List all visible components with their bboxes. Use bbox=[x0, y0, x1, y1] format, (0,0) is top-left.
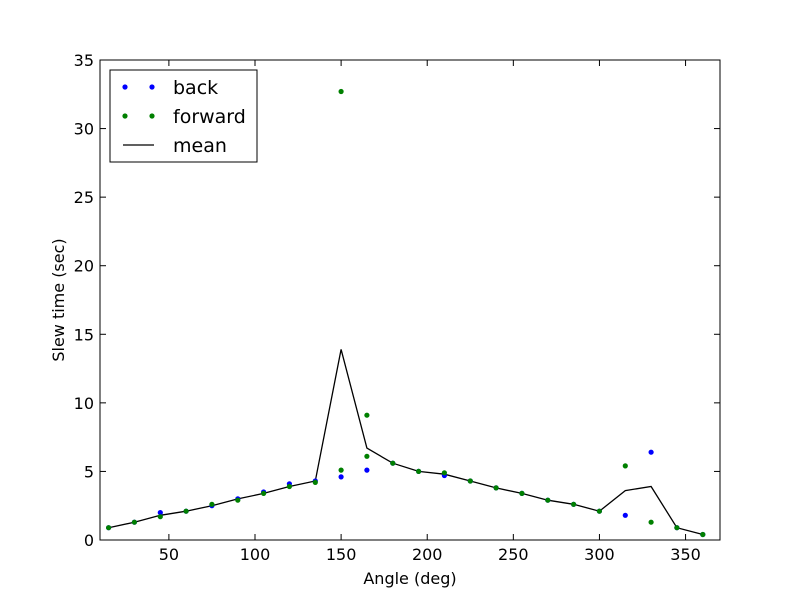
data-point-forward bbox=[131, 519, 137, 525]
x-tick-label: 50 bbox=[159, 545, 179, 564]
plot-marks bbox=[106, 88, 706, 538]
legend-marker-back bbox=[122, 84, 128, 90]
x-tick-label: 150 bbox=[326, 545, 357, 564]
data-point-forward bbox=[493, 485, 499, 491]
data-point-forward bbox=[364, 453, 370, 459]
data-point-forward bbox=[441, 470, 447, 476]
y-tick-label: 15 bbox=[74, 325, 94, 344]
data-point-forward bbox=[183, 508, 189, 514]
x-tick-label: 350 bbox=[670, 545, 701, 564]
axis-ticks: 50 100 150 200 250 300 350 0 5 10 15 20 25 30 35 bbox=[74, 51, 720, 564]
x-tick-label: 200 bbox=[412, 545, 443, 564]
series-line-mean bbox=[108, 349, 703, 536]
legend: back forward mean bbox=[109, 69, 258, 163]
legend-label-forward: forward bbox=[173, 106, 246, 128]
data-point-forward bbox=[286, 483, 292, 490]
data-point-forward bbox=[157, 514, 163, 520]
x-tick-label: 100 bbox=[240, 545, 271, 564]
x-axis-label: Angle (deg) bbox=[363, 569, 456, 588]
data-point-forward bbox=[364, 412, 370, 418]
data-point-back bbox=[338, 474, 344, 480]
y-tick-label: 5 bbox=[84, 462, 94, 481]
data-point-forward bbox=[338, 88, 344, 95]
data-point-forward bbox=[571, 501, 577, 507]
y-tick-label: 35 bbox=[74, 51, 94, 70]
data-point-forward bbox=[674, 525, 680, 531]
data-point-forward bbox=[235, 497, 241, 503]
data-point-forward bbox=[545, 497, 551, 503]
x-tick-label: 300 bbox=[584, 545, 615, 564]
data-point-back bbox=[648, 449, 654, 455]
data-point-forward bbox=[596, 508, 603, 514]
x-tick-label: 250 bbox=[498, 545, 529, 564]
data-point-forward bbox=[261, 490, 267, 496]
data-point-back bbox=[622, 512, 628, 518]
legend-marker-forward bbox=[149, 113, 155, 119]
y-tick-label: 30 bbox=[74, 120, 94, 139]
data-point-forward bbox=[209, 501, 215, 507]
data-point-forward bbox=[622, 463, 628, 469]
y-tick-label: 20 bbox=[74, 257, 94, 276]
data-point-back bbox=[364, 467, 370, 473]
legend-label-mean: mean bbox=[173, 135, 227, 157]
y-tick-label: 25 bbox=[74, 188, 94, 207]
legend-marker-back bbox=[149, 84, 155, 90]
data-point-forward bbox=[700, 531, 706, 538]
y-tick-label: 10 bbox=[74, 394, 94, 413]
data-point-back bbox=[157, 509, 163, 516]
y-axis-label: Slew time (sec) bbox=[49, 238, 68, 361]
legend-label-back: back bbox=[173, 77, 218, 99]
data-point-forward bbox=[467, 478, 473, 484]
legend-marker-forward bbox=[122, 113, 128, 119]
data-point-forward bbox=[106, 525, 112, 531]
data-point-forward bbox=[519, 490, 525, 496]
data-point-forward bbox=[416, 468, 422, 474]
data-point-forward bbox=[648, 519, 654, 525]
data-point-forward bbox=[338, 467, 344, 473]
data-point-forward bbox=[390, 460, 396, 466]
y-tick-label: 0 bbox=[84, 531, 94, 550]
legend-box bbox=[109, 69, 258, 163]
data-point-forward bbox=[312, 479, 318, 485]
plot-frame bbox=[99, 59, 721, 541]
